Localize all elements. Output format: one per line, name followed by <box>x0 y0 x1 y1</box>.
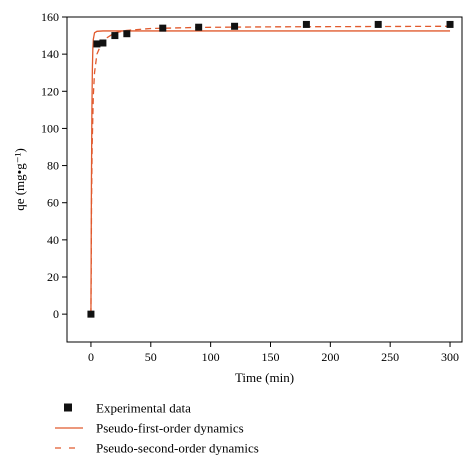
data-point <box>446 20 454 28</box>
data-point <box>93 40 101 48</box>
series-line-pseudo-second-order <box>90 25 451 315</box>
legend: Experimental data Pseudo-first-order dyna… <box>55 401 259 456</box>
axis-ticks: 0 50 100 150 200 250 300 0 20 40 60 80 100 120 140 160 <box>41 10 459 364</box>
data-point <box>231 22 239 30</box>
x-tick-label: 200 <box>321 350 339 364</box>
y-tick-label: 120 <box>41 84 59 98</box>
series-line-pseudo-first-order <box>90 30 451 315</box>
x-tick-label: 150 <box>261 350 279 364</box>
y-tick-label: 80 <box>47 159 59 173</box>
y-tick-label: 20 <box>47 270 59 284</box>
x-tick-label: 250 <box>381 350 399 364</box>
x-axis-title: Time (min) <box>235 370 294 385</box>
data-point <box>195 23 203 31</box>
y-tick-label: 140 <box>41 47 59 61</box>
y-axis-title: qe (mg•g⁻¹) <box>12 148 27 211</box>
y-tick-label: 40 <box>47 233 59 247</box>
data-point <box>99 39 107 47</box>
series-layer <box>87 20 454 318</box>
data-point <box>159 24 167 32</box>
y-tick-label: 100 <box>41 121 59 135</box>
data-point <box>374 20 382 28</box>
data-point <box>87 310 95 318</box>
x-tick-label: 0 <box>88 350 94 364</box>
x-tick-label: 100 <box>202 350 220 364</box>
x-tick-label: 50 <box>145 350 157 364</box>
x-tick-label: 300 <box>441 350 459 364</box>
data-point <box>302 20 310 28</box>
data-point <box>111 32 119 40</box>
legend-label: Pseudo-second-order dynamics <box>96 441 259 456</box>
legend-label: Pseudo-first-order dynamics <box>96 421 244 436</box>
y-tick-label: 0 <box>53 307 59 321</box>
y-tick-label: 60 <box>47 196 59 210</box>
data-point <box>123 30 131 38</box>
y-tick-label: 160 <box>41 10 59 24</box>
legend-marker-square <box>64 403 72 412</box>
plot-frame <box>66 16 463 343</box>
legend-label: Experimental data <box>96 401 191 416</box>
